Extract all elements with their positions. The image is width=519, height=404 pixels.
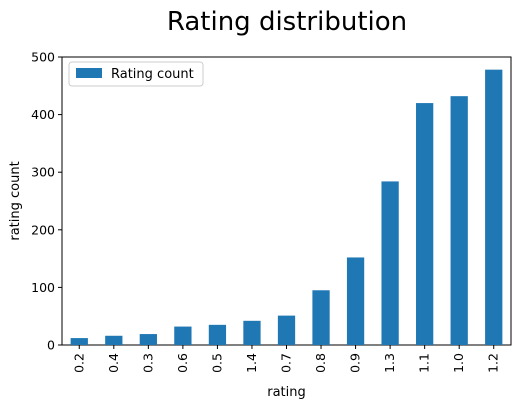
bar-0.3 [139, 334, 157, 345]
bar-0.5 [208, 324, 227, 345]
bar-1.4 [243, 320, 261, 345]
y-axis-label: rating count [8, 161, 23, 240]
x-axis: 0.2 0.4 0.3 0.6 0.5 1.4 0.7 0.8 0.9 1.3 1.1 1.0 1.2 [71, 345, 501, 373]
x-tick-label-1.3: 1.3 [382, 353, 397, 373]
plot-frame [61, 56, 512, 346]
x-tick-label-0.5: 0.5 [209, 353, 224, 373]
bar-0.6 [174, 326, 192, 345]
x-tick-label-1.0: 1.0 [451, 353, 466, 373]
y-tick-label-300: 300 [31, 165, 55, 180]
y-tick-label-500: 500 [31, 50, 55, 65]
bar-1.1 [416, 103, 434, 345]
x-tick-label-0.6: 0.6 [175, 353, 190, 373]
bars-group [70, 69, 503, 346]
legend: Rating count [68, 61, 204, 87]
x-tick-label-0.2: 0.2 [71, 353, 86, 373]
x-tick-label-1.2: 1.2 [486, 353, 501, 373]
x-tick-label-0.7: 0.7 [279, 353, 294, 373]
y-tick-label-100: 100 [31, 280, 55, 295]
x-tick-label-0.9: 0.9 [348, 353, 363, 373]
bar-1.2 [485, 69, 503, 346]
legend-box [68, 61, 204, 87]
bar-0.8 [312, 290, 330, 345]
x-tick-label-0.3: 0.3 [140, 353, 155, 373]
bar-0.4 [105, 335, 123, 345]
bar-0.2 [70, 338, 88, 345]
bar-1.3 [381, 181, 399, 345]
y-tick-label-200: 200 [31, 222, 55, 237]
y-tick-label-0: 0 [47, 338, 55, 353]
x-axis-label: rating [267, 385, 306, 400]
chart-title: Rating distribution [167, 7, 407, 37]
x-tick-label-1.4: 1.4 [244, 353, 259, 373]
x-tick-label-1.1: 1.1 [417, 353, 432, 373]
y-axis: 0 100 200 300 400 500 [31, 50, 62, 353]
bar-0.7 [277, 315, 296, 345]
legend-swatch [76, 68, 102, 78]
bar-1.0 [450, 96, 468, 345]
x-tick-label-0.4: 0.4 [106, 353, 121, 373]
y-tick-label-400: 400 [31, 107, 55, 122]
bar-0.9 [346, 257, 365, 345]
x-tick-label-0.8: 0.8 [313, 353, 328, 373]
legend-label: Rating count [111, 67, 194, 82]
